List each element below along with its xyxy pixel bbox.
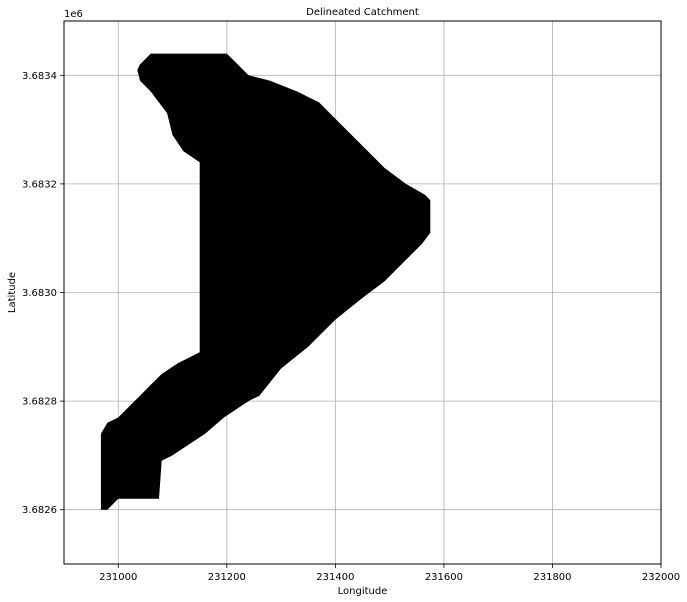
catchment-mask	[100, 53, 431, 510]
y-tick-label: 3.6834	[22, 71, 57, 82]
x-tick-label: 231000	[99, 572, 137, 583]
y-tick-label: 3.6830	[22, 288, 57, 299]
x-tick-label: 231400	[316, 572, 354, 583]
y-axis-offset-label: 1e6	[64, 9, 83, 20]
x-axis-label: Longitude	[338, 586, 388, 597]
chart-title: Delineated Catchment	[306, 7, 419, 18]
x-tick-label: 231800	[533, 572, 571, 583]
x-tick-label: 231600	[425, 572, 463, 583]
y-axis-label: Latitude	[7, 272, 18, 313]
y-tick-label: 3.6826	[22, 505, 57, 516]
y-tick-label: 3.6832	[22, 179, 57, 190]
x-axis: 231000 231200 231400 231600 231800 232000	[99, 564, 680, 583]
y-axis: 3.6826 3.6828 3.6830 3.6832 3.6834	[22, 71, 64, 516]
x-tick-label: 231200	[208, 572, 246, 583]
y-tick-label: 3.6828	[22, 397, 57, 408]
x-tick-label: 232000	[642, 572, 680, 583]
